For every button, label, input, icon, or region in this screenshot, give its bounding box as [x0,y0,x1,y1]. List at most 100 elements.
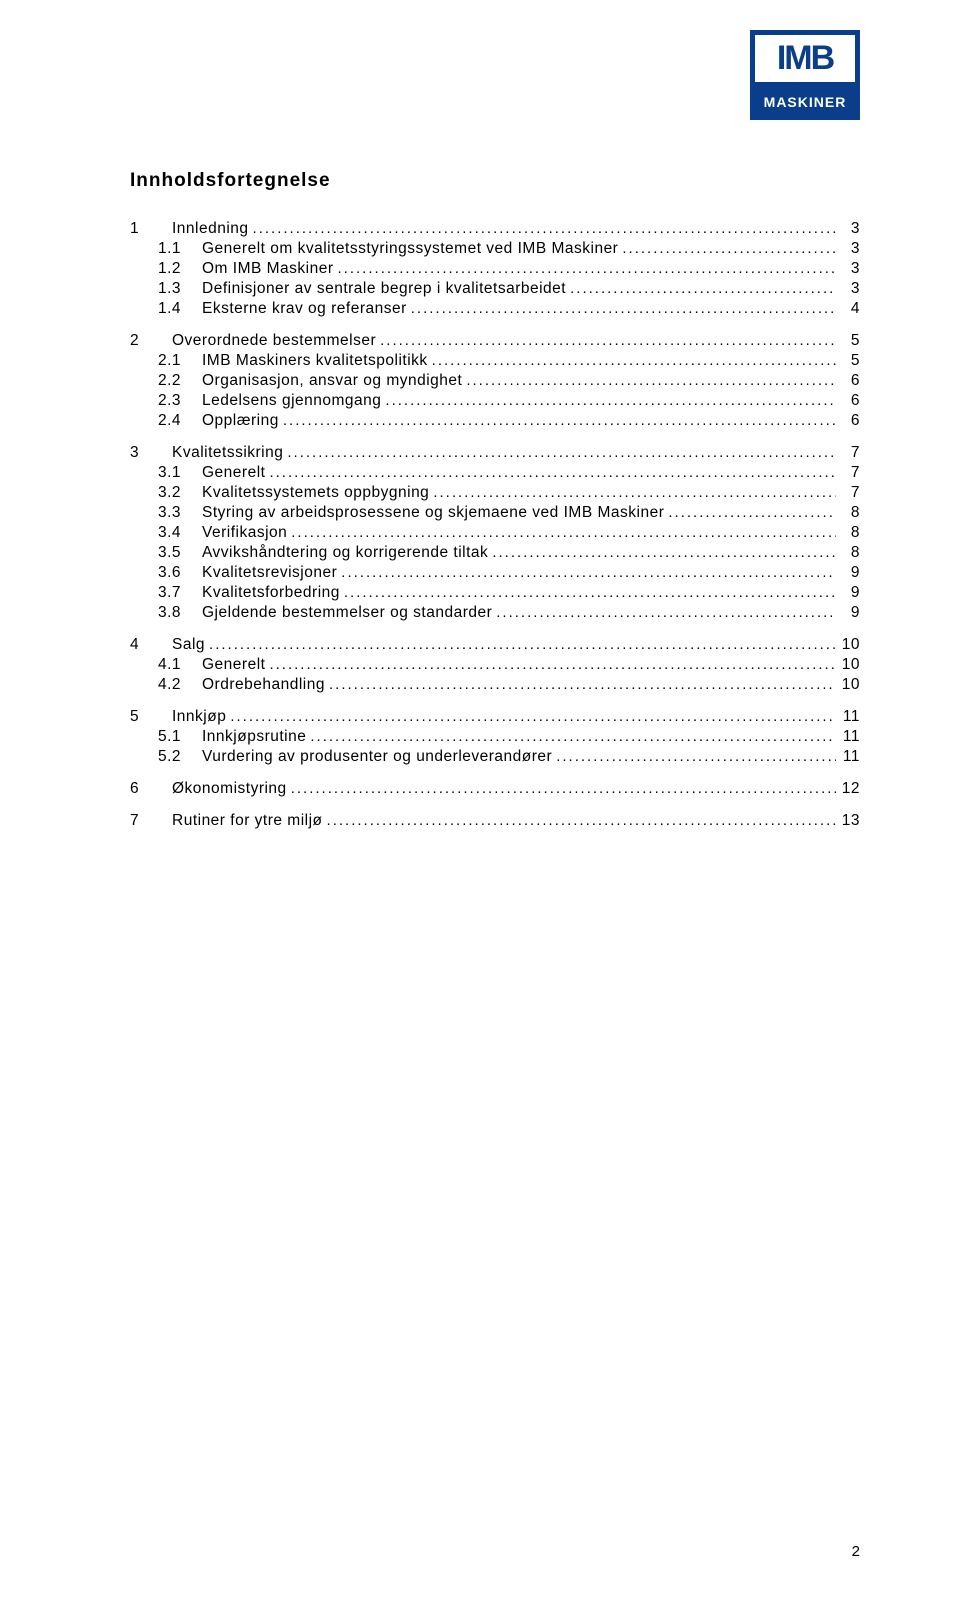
toc-dot-leader: ........................................… [428,352,836,369]
toc-dot-leader: ........................................… [334,260,836,277]
toc-dot-leader: ........................................… [205,636,836,653]
toc-row: 7Rutiner for ytre miljø.................… [130,812,860,830]
toc-entry-label: Generelt [202,656,265,674]
toc-entry-page: 3 [836,220,860,238]
toc-entry-number: 2.4 [130,412,202,430]
toc-entry-label: Innkjøp [172,708,226,726]
toc-row: 2.4Opplæring............................… [130,412,860,430]
toc-entry-number: 5 [130,708,172,726]
toc-entry-label: Generelt om kvalitetsstyringssystemet ve… [202,240,618,258]
toc-dot-leader: ........................................… [265,464,836,481]
toc-entry-page: 3 [836,240,860,258]
toc-entry-page: 12 [836,780,860,798]
toc-entry-page: 6 [836,412,860,430]
toc-row: 4.1Generelt.............................… [130,656,860,674]
toc-dot-leader: ........................................… [265,656,836,673]
toc-entry-page: 3 [836,280,860,298]
toc-entry-number: 1 [130,220,172,238]
toc-dot-leader: ........................................… [279,412,836,429]
logo-text-top: IMB [777,39,833,78]
toc-entry-label: Avvikshåndtering og korrigerende tiltak [202,544,488,562]
toc-entry-label: IMB Maskiners kvalitetspolitikk [202,352,428,370]
toc-row: 2.3Ledelsens gjennomgang................… [130,392,860,410]
toc-entry-page: 9 [836,564,860,582]
toc-row: 3.4Verifikasjon.........................… [130,524,860,542]
toc-dot-leader: ........................................… [226,708,836,725]
toc-entry-page: 10 [836,676,860,694]
toc-row: 3.1Generelt.............................… [130,464,860,482]
page-title: Innholdsfortegnelse [130,170,860,192]
toc-entry-number: 4.2 [130,676,202,694]
toc-row: 3.2Kvalitetssystemets oppbygning........… [130,484,860,502]
toc-entry-label: Styring av arbeidsprosessene og skjemaen… [202,504,664,522]
toc-entry-label: Økonomistyring [172,780,287,798]
toc-row: 4Salg...................................… [130,636,860,654]
toc-entry-page: 7 [836,464,860,482]
toc-entry-page: 8 [836,544,860,562]
toc-entry-number: 3.3 [130,504,202,522]
toc-entry-label: Ordrebehandling [202,676,325,694]
toc-entry-number: 1.4 [130,300,202,318]
toc-dot-leader: ........................................… [287,780,836,797]
toc-entry-number: 3.1 [130,464,202,482]
toc-row: 1.3Definisjoner av sentrale begrep i kva… [130,280,860,298]
toc-dot-leader: ........................................… [340,584,836,601]
toc-dot-leader: ........................................… [381,392,836,409]
document-page: IMB MASKINER Innholdsfortegnelse 1Innled… [0,0,960,1600]
toc-entry-label: Eksterne krav og referanser [202,300,407,318]
toc-dot-leader: ........................................… [618,240,836,257]
toc-entry-page: 5 [836,332,860,350]
toc-dot-leader: ........................................… [283,444,836,461]
toc-entry-page: 10 [836,636,860,654]
toc-dot-leader: ........................................… [249,220,836,237]
toc-dot-leader: ........................................… [325,676,836,693]
toc-row: 3.8Gjeldende bestemmelser og standarder.… [130,604,860,622]
toc-row: 3.5Avvikshåndtering og korrigerende tilt… [130,544,860,562]
toc-entry-label: Kvalitetssikring [172,444,283,462]
toc-entry-number: 3.4 [130,524,202,542]
toc-entry-number: 3 [130,444,172,462]
toc-entry-label: Rutiner for ytre miljø [172,812,323,830]
toc-row: 1.2Om IMB Maskiner......................… [130,260,860,278]
toc-entry-number: 1.2 [130,260,202,278]
toc-entry-page: 5 [836,352,860,370]
toc-entry-label: Innkjøpsrutine [202,728,306,746]
toc-entry-number: 3.2 [130,484,202,502]
toc-entry-label: Definisjoner av sentrale begrep i kvalit… [202,280,566,298]
toc-entry-number: 4.1 [130,656,202,674]
toc-entry-label: Vurdering av produsenter og underleveran… [202,748,552,766]
toc-dot-leader: ........................................… [407,300,836,317]
toc-row: 6Økonomistyring.........................… [130,780,860,798]
logo-text-bottom: MASKINER [764,94,847,110]
toc-entry-page: 4 [836,300,860,318]
content-area: Innholdsfortegnelse 1Innledning.........… [130,170,860,830]
toc-entry-page: 13 [836,812,860,830]
toc-entry-page: 9 [836,604,860,622]
toc-entry-page: 11 [836,728,860,746]
toc-row: 2.1IMB Maskiners kvalitetspolitikk......… [130,352,860,370]
toc-row: 3.7Kvalitetsforbedring..................… [130,584,860,602]
toc-dot-leader: ........................................… [376,332,836,349]
toc-dot-leader: ........................................… [337,564,836,581]
toc-entry-label: Overordnede bestemmelser [172,332,376,350]
toc-entry-page: 11 [836,748,860,766]
toc-entry-number: 2.1 [130,352,202,370]
toc-entry-label: Verifikasjon [202,524,287,542]
toc-entry-number: 1.3 [130,280,202,298]
toc-row: 2.2Organisasjon, ansvar og myndighet....… [130,372,860,390]
toc-row: 2Overordnede bestemmelser...............… [130,332,860,350]
toc-dot-leader: ........................................… [323,812,836,829]
toc-entry-label: Kvalitetssystemets oppbygning [202,484,429,502]
toc-entry-page: 6 [836,392,860,410]
toc-entry-number: 4 [130,636,172,654]
toc-entry-page: 10 [836,656,860,674]
logo-top-panel: IMB [751,31,859,86]
toc-entry-label: Ledelsens gjennomgang [202,392,381,410]
toc-entry-label: Kvalitetsforbedring [202,584,340,602]
toc-row: 3.3Styring av arbeidsprosessene og skjem… [130,504,860,522]
toc-entry-number: 6 [130,780,172,798]
toc-entry-page: 7 [836,444,860,462]
toc-entry-page: 6 [836,372,860,390]
toc-row: 3Kvalitetssikring.......................… [130,444,860,462]
logo-bottom-panel: MASKINER [751,86,859,119]
